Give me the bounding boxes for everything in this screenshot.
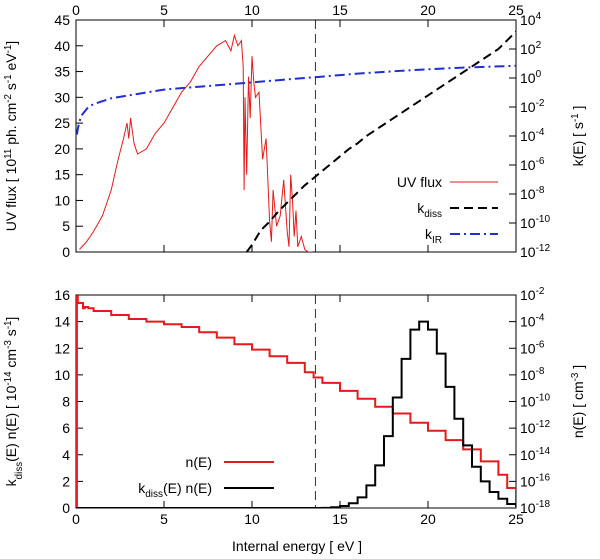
y-axis-label-right: n(E) [ cm-3 ] — [570, 365, 587, 438]
x-tick-label: 10 — [244, 511, 260, 527]
y-tick-label-right: 10-12 — [520, 243, 550, 260]
y-tick-label-left: 5 — [62, 218, 70, 234]
y-tick-label-right: 10-16 — [520, 472, 550, 489]
x-tick-label: 20 — [420, 511, 436, 527]
y-tick-label-left: 0 — [62, 244, 70, 260]
x-tick-label-top: 10 — [244, 2, 260, 18]
y-tick-label-left: 8 — [62, 394, 70, 410]
y-tick-label-right: 10-4 — [520, 313, 545, 330]
y-tick-label-left: 10 — [54, 367, 70, 383]
y-axis-label-left: UV flux [ 1011 ph. cm-2 s-1 eV-1] — [3, 41, 20, 231]
x-tick-label-top: 15 — [332, 2, 348, 18]
x-tick-label: 15 — [332, 511, 348, 527]
y-tick-label-left: 45 — [54, 12, 70, 28]
y-tick-label-left: 2 — [62, 473, 70, 489]
x-tick-label: 5 — [160, 511, 168, 527]
y-tick-label-left: 20 — [54, 141, 70, 157]
y-tick-label-right: 10-2 — [520, 286, 545, 303]
y-tick-label-right: 10-12 — [520, 419, 550, 436]
bottom-panel: 0 5 10 15 20 25 0 2 4 6 8 10 12 14 16 10-18 10-16 10-14 10… — [3, 286, 587, 527]
y-tick-label-right: 10-10 — [520, 214, 550, 231]
series-k-diss-e-n-e- — [76, 320, 516, 508]
legend-label: kdiss(E) n(E) — [138, 480, 212, 500]
x-tick-label-top: 5 — [160, 2, 168, 18]
y-tick-label-left: 25 — [54, 115, 70, 131]
y-tick-label-left: 40 — [54, 38, 70, 54]
top-panel: 0 5 10 15 20 25 0 5 10 15 20 25 30 35 40 45 10-12 10-10 10… — [3, 2, 587, 260]
x-tick-label: 0 — [72, 511, 80, 527]
x-tick-label: 25 — [508, 511, 524, 527]
y-tick-label-right: 10-8 — [520, 185, 545, 202]
y-tick-label-left: 16 — [54, 287, 70, 303]
y-tick-label-left: 4 — [62, 447, 70, 463]
x-tick-label-top: 0 — [72, 2, 80, 18]
y-tick-label-right: 10-14 — [520, 446, 550, 463]
y-tick-label-right: 10-6 — [520, 339, 545, 356]
plot-frame — [75, 294, 517, 509]
y-tick-label-right: 100 — [520, 69, 542, 86]
y-tick-label-right: 10-8 — [520, 366, 545, 383]
y-tick-label-right: 10-4 — [520, 127, 545, 144]
y-tick-label-right: 10-18 — [520, 499, 550, 516]
y-tick-label-right: 104 — [520, 11, 542, 28]
series-uv-flux — [79, 33, 312, 252]
y-tick-label-left: 35 — [54, 64, 70, 80]
y-tick-label-left: 30 — [54, 89, 70, 105]
series-n-e- — [76, 295, 516, 508]
legend-label: n(E) — [186, 454, 212, 470]
series-k-ir — [76, 64, 516, 135]
legend-label: kIR — [425, 226, 442, 246]
y-tick-label-left: 6 — [62, 420, 70, 436]
y-tick-label-left: 12 — [54, 340, 70, 356]
y-tick-label-right: 10-2 — [520, 98, 545, 115]
y-tick-label-left: 14 — [54, 314, 70, 330]
y-tick-label-left: 10 — [54, 192, 70, 208]
legend-label: kdiss — [417, 200, 442, 220]
y-axis-label-left: kdiss(E) n(E) [ 10-14 cm-3 s-1] — [3, 317, 25, 487]
x-tick-label-top: 25 — [508, 2, 524, 18]
y-tick-label-right: 102 — [520, 40, 542, 57]
y-axis-label-right: k(E) [ s-1 ] — [570, 106, 587, 167]
y-tick-label-right: 10-6 — [520, 156, 545, 173]
y-tick-label-right: 10-10 — [520, 393, 550, 410]
y-tick-label-left: 15 — [54, 167, 70, 183]
x-tick-label-top: 20 — [420, 2, 436, 18]
x-axis-label: Internal energy [ eV ] — [232, 538, 362, 554]
series-k-diss — [245, 30, 516, 252]
y-tick-label-left: 0 — [62, 500, 70, 516]
legend-label: UV flux — [397, 174, 442, 190]
